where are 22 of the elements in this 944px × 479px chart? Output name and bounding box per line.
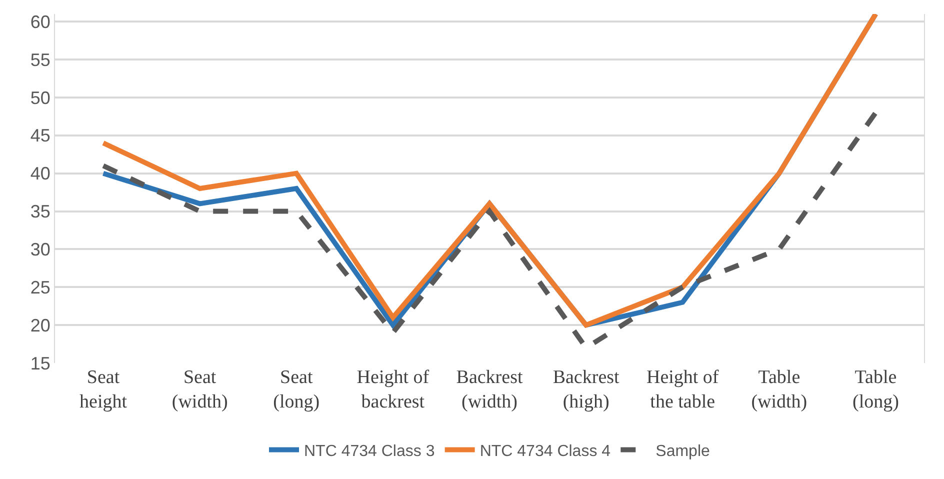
y-tick-label: 60 [30, 12, 50, 32]
x-tick-label: Seat (width) [172, 367, 228, 413]
x-tick-label: Height of backrest [356, 367, 430, 413]
x-tick-label: Backrest (high) [552, 367, 620, 413]
x-tick-label: Height of the table [646, 367, 720, 413]
x-tick-label: Seat (long) [273, 367, 320, 413]
x-tick-label: Table (long) [852, 367, 899, 413]
y-tick-label: 25 [30, 277, 50, 298]
x-tick-label: Table (width) [751, 367, 808, 413]
y-tick-label: 30 [30, 240, 50, 260]
y-tick-label: 45 [30, 126, 50, 146]
y-tick-label: 15 [30, 353, 50, 374]
y-tick-label: 55 [30, 50, 50, 70]
y-tick-label: 35 [30, 202, 50, 222]
legend-label: Sample [656, 442, 710, 460]
y-tick-label: 20 [30, 315, 50, 336]
y-tick-label: 50 [30, 88, 50, 108]
x-tick-label: Seat height [80, 367, 128, 413]
x-tick-label: Backrest (width) [456, 367, 524, 413]
legend-label: NTC 4734 Class 3 [304, 442, 435, 460]
legend-label: NTC 4734 Class 4 [480, 442, 611, 460]
y-tick-label: 40 [30, 164, 50, 184]
